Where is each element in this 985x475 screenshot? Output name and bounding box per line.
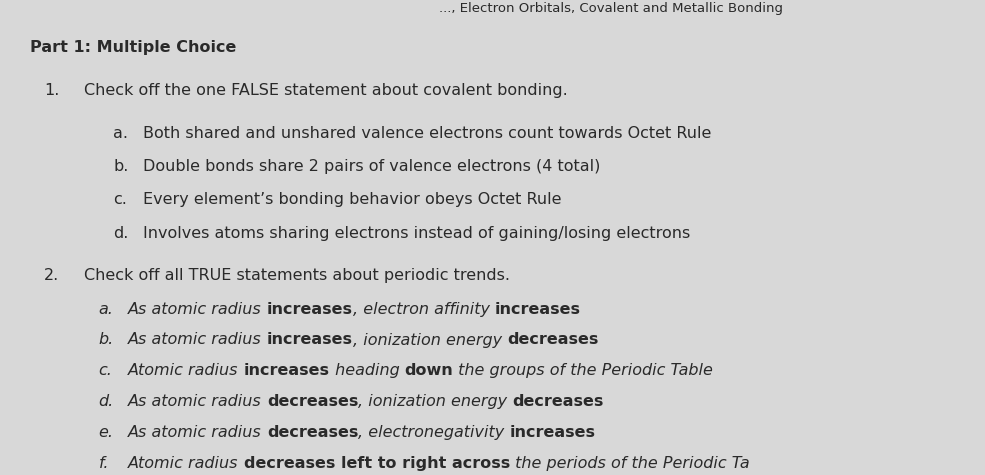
Text: Check off all TRUE statements about periodic trends.: Check off all TRUE statements about peri… — [84, 268, 509, 284]
Text: Check off the one FALSE statement about covalent bonding.: Check off the one FALSE statement about … — [84, 83, 567, 98]
Text: ..., Electron Orbitals, Covalent and Metallic Bonding: ..., Electron Orbitals, Covalent and Met… — [438, 2, 783, 15]
Text: the periods of the Periodic Ta: the periods of the Periodic Ta — [510, 456, 750, 471]
Text: increases: increases — [243, 363, 330, 379]
Text: d.: d. — [113, 226, 129, 241]
Text: increases: increases — [509, 425, 596, 440]
Text: Atomic radius: Atomic radius — [128, 363, 243, 379]
Text: decreases: decreases — [512, 394, 604, 409]
Text: As atomic radius: As atomic radius — [128, 302, 267, 317]
Text: increases: increases — [495, 302, 581, 317]
Text: As atomic radius: As atomic radius — [128, 425, 267, 440]
Text: As atomic radius: As atomic radius — [128, 332, 267, 348]
Text: increases: increases — [267, 302, 353, 317]
Text: c.: c. — [113, 192, 127, 208]
Text: a.: a. — [113, 126, 128, 141]
Text: e.: e. — [98, 425, 113, 440]
Text: increases: increases — [267, 332, 353, 348]
Text: decreases: decreases — [267, 425, 359, 440]
Text: , electronegativity: , electronegativity — [359, 425, 509, 440]
Text: d.: d. — [98, 394, 113, 409]
Text: heading: heading — [330, 363, 405, 379]
Text: c.: c. — [98, 363, 112, 379]
Text: Involves atoms sharing electrons instead of gaining/losing electrons: Involves atoms sharing electrons instead… — [143, 226, 690, 241]
Text: decreases: decreases — [507, 332, 599, 348]
Text: decreases left to right across: decreases left to right across — [243, 456, 510, 471]
Text: f.: f. — [98, 456, 109, 471]
Text: Atomic radius: Atomic radius — [128, 456, 243, 471]
Text: 2.: 2. — [44, 268, 59, 284]
Text: the groups of the Periodic Table: the groups of the Periodic Table — [453, 363, 713, 379]
Text: Double bonds share 2 pairs of valence electrons (4 total): Double bonds share 2 pairs of valence el… — [143, 159, 600, 174]
Text: Every element’s bonding behavior obeys Octet Rule: Every element’s bonding behavior obeys O… — [143, 192, 561, 208]
Text: 1.: 1. — [44, 83, 60, 98]
Text: a.: a. — [98, 302, 113, 317]
Text: down: down — [405, 363, 453, 379]
Text: , ionization energy: , ionization energy — [359, 394, 512, 409]
Text: , ionization energy: , ionization energy — [353, 332, 507, 348]
Text: Both shared and unshared valence electrons count towards Octet Rule: Both shared and unshared valence electro… — [143, 126, 711, 141]
Text: As atomic radius: As atomic radius — [128, 394, 267, 409]
Text: , electron affinity: , electron affinity — [353, 302, 495, 317]
Text: b.: b. — [98, 332, 113, 348]
Text: Part 1: Multiple Choice: Part 1: Multiple Choice — [30, 40, 236, 56]
Text: decreases: decreases — [267, 394, 359, 409]
Text: b.: b. — [113, 159, 129, 174]
